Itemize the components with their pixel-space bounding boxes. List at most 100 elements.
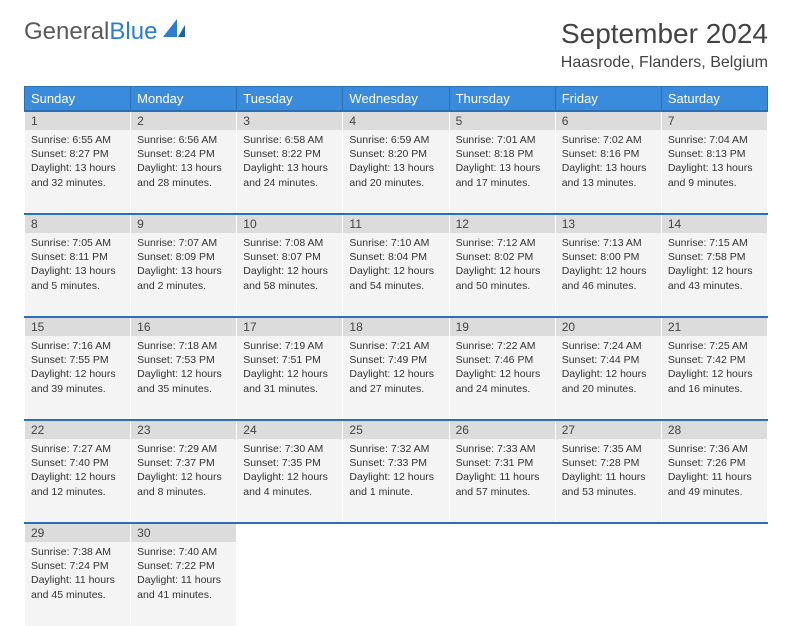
sunset: Sunset: 8:24 PM: [137, 147, 230, 161]
sunrise: Sunrise: 7:02 AM: [562, 133, 655, 147]
day-number: 22: [25, 420, 131, 439]
empty-cell: [449, 523, 555, 542]
day-detail: Sunrise: 6:56 AMSunset: 8:24 PMDaylight:…: [131, 130, 237, 214]
day-number: 9: [131, 214, 237, 233]
day-number: 12: [449, 214, 555, 233]
sunrise: Sunrise: 6:56 AM: [137, 133, 230, 147]
sunrise: Sunrise: 7:04 AM: [668, 133, 761, 147]
daylight-2: and 1 minute.: [349, 485, 442, 499]
sunrise: Sunrise: 7:05 AM: [31, 236, 124, 250]
daylight-1: Daylight: 13 hours: [31, 264, 124, 278]
sunset: Sunset: 7:49 PM: [349, 353, 442, 367]
day-number: 18: [343, 317, 449, 336]
daylight-1: Daylight: 13 hours: [137, 264, 230, 278]
title-block: September 2024 Haasrode, Flanders, Belgi…: [561, 18, 768, 72]
sunset: Sunset: 8:04 PM: [349, 250, 442, 264]
day-detail: Sunrise: 7:19 AMSunset: 7:51 PMDaylight:…: [237, 336, 343, 420]
daylight-1: Daylight: 12 hours: [243, 470, 336, 484]
empty-cell: [237, 542, 343, 626]
sunrise: Sunrise: 6:55 AM: [31, 133, 124, 147]
daylight-2: and 43 minutes.: [668, 279, 761, 293]
daylight-2: and 24 minutes.: [456, 382, 549, 396]
sunset: Sunset: 7:31 PM: [456, 456, 549, 470]
daylight-1: Daylight: 13 hours: [456, 161, 549, 175]
day-header-row: SundayMondayTuesdayWednesdayThursdayFrid…: [25, 87, 768, 112]
day-detail: Sunrise: 7:04 AMSunset: 8:13 PMDaylight:…: [661, 130, 767, 214]
day-header: Wednesday: [343, 87, 449, 112]
empty-cell: [343, 523, 449, 542]
daylight-1: Daylight: 13 hours: [349, 161, 442, 175]
daylight-1: Daylight: 12 hours: [137, 367, 230, 381]
daylight-2: and 13 minutes.: [562, 176, 655, 190]
daylight-2: and 20 minutes.: [562, 382, 655, 396]
sunrise: Sunrise: 7:10 AM: [349, 236, 442, 250]
daylight-2: and 35 minutes.: [137, 382, 230, 396]
sunrise: Sunrise: 7:32 AM: [349, 442, 442, 456]
day-number: 10: [237, 214, 343, 233]
day-number: 24: [237, 420, 343, 439]
day-detail: Sunrise: 7:10 AMSunset: 8:04 PMDaylight:…: [343, 233, 449, 317]
sunset: Sunset: 7:35 PM: [243, 456, 336, 470]
daylight-1: Daylight: 11 hours: [668, 470, 761, 484]
daylight-1: Daylight: 12 hours: [562, 367, 655, 381]
sunrise: Sunrise: 7:38 AM: [31, 545, 124, 559]
day-number: 14: [661, 214, 767, 233]
daylight-2: and 5 minutes.: [31, 279, 124, 293]
daylight-2: and 58 minutes.: [243, 279, 336, 293]
daylight-2: and 16 minutes.: [668, 382, 761, 396]
week-number-row: 891011121314: [25, 214, 768, 233]
day-number: 19: [449, 317, 555, 336]
sunset: Sunset: 8:16 PM: [562, 147, 655, 161]
sunrise: Sunrise: 7:29 AM: [137, 442, 230, 456]
day-detail: Sunrise: 6:59 AMSunset: 8:20 PMDaylight:…: [343, 130, 449, 214]
sunrise: Sunrise: 7:40 AM: [137, 545, 230, 559]
daylight-2: and 45 minutes.: [31, 588, 124, 602]
daylight-2: and 57 minutes.: [456, 485, 549, 499]
day-detail: Sunrise: 7:01 AMSunset: 8:18 PMDaylight:…: [449, 130, 555, 214]
sunrise: Sunrise: 7:19 AM: [243, 339, 336, 353]
sunrise: Sunrise: 7:18 AM: [137, 339, 230, 353]
daylight-2: and 53 minutes.: [562, 485, 655, 499]
daylight-1: Daylight: 12 hours: [137, 470, 230, 484]
daylight-2: and 39 minutes.: [31, 382, 124, 396]
day-detail: Sunrise: 7:12 AMSunset: 8:02 PMDaylight:…: [449, 233, 555, 317]
daylight-2: and 2 minutes.: [137, 279, 230, 293]
week-number-row: 2930: [25, 523, 768, 542]
sunrise: Sunrise: 7:33 AM: [456, 442, 549, 456]
empty-cell: [343, 542, 449, 626]
day-number: 11: [343, 214, 449, 233]
daylight-2: and 20 minutes.: [349, 176, 442, 190]
day-detail: Sunrise: 7:29 AMSunset: 7:37 PMDaylight:…: [131, 439, 237, 523]
daylight-1: Daylight: 13 hours: [243, 161, 336, 175]
daylight-2: and 8 minutes.: [137, 485, 230, 499]
sunset: Sunset: 7:37 PM: [137, 456, 230, 470]
sunrise: Sunrise: 7:22 AM: [456, 339, 549, 353]
daylight-1: Daylight: 12 hours: [562, 264, 655, 278]
logo-text: GeneralBlue: [24, 18, 157, 46]
day-number: 30: [131, 523, 237, 542]
day-detail: Sunrise: 7:33 AMSunset: 7:31 PMDaylight:…: [449, 439, 555, 523]
daylight-2: and 12 minutes.: [31, 485, 124, 499]
day-number: 17: [237, 317, 343, 336]
sunrise: Sunrise: 7:16 AM: [31, 339, 124, 353]
day-number: 6: [555, 111, 661, 130]
week-number-row: 15161718192021: [25, 317, 768, 336]
day-detail: Sunrise: 7:21 AMSunset: 7:49 PMDaylight:…: [343, 336, 449, 420]
daylight-1: Daylight: 12 hours: [456, 264, 549, 278]
sunrise: Sunrise: 6:58 AM: [243, 133, 336, 147]
empty-cell: [661, 523, 767, 542]
week-number-row: 22232425262728: [25, 420, 768, 439]
day-detail: Sunrise: 7:27 AMSunset: 7:40 PMDaylight:…: [25, 439, 131, 523]
sunrise: Sunrise: 7:21 AM: [349, 339, 442, 353]
daylight-2: and 4 minutes.: [243, 485, 336, 499]
daylight-2: and 9 minutes.: [668, 176, 761, 190]
sunset: Sunset: 7:40 PM: [31, 456, 124, 470]
sunset: Sunset: 8:13 PM: [668, 147, 761, 161]
sunset: Sunset: 7:44 PM: [562, 353, 655, 367]
daylight-1: Daylight: 12 hours: [668, 264, 761, 278]
empty-cell: [237, 523, 343, 542]
sunset: Sunset: 7:51 PM: [243, 353, 336, 367]
day-detail: Sunrise: 7:05 AMSunset: 8:11 PMDaylight:…: [25, 233, 131, 317]
day-detail: Sunrise: 7:08 AMSunset: 8:07 PMDaylight:…: [237, 233, 343, 317]
sunrise: Sunrise: 7:12 AM: [456, 236, 549, 250]
